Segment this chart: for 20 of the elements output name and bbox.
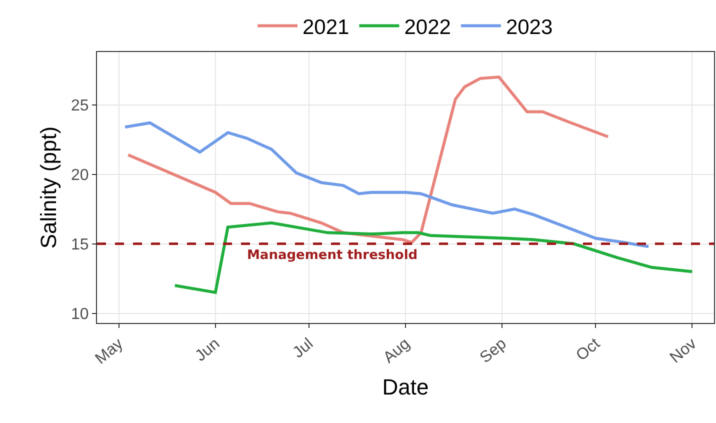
y-tick-label: 20	[71, 166, 89, 184]
legend-label: 2023	[506, 16, 553, 39]
x-tick-label: Nov	[667, 335, 700, 367]
x-tick-label: May	[92, 335, 127, 368]
x-tick-label: Jun	[192, 335, 224, 365]
legend-label: 2021	[302, 16, 350, 39]
y-tick-label: 25	[71, 97, 89, 114]
y-axis-title: Salinity (ppt)	[36, 126, 61, 249]
x-axis-title: Date	[382, 374, 429, 400]
legend-label: 2022	[404, 16, 451, 39]
x-tick-label: Aug	[380, 335, 414, 367]
ref-line-label: Management threshold	[247, 248, 418, 263]
line-series	[126, 76, 610, 244]
y-tick-label: 15	[71, 236, 89, 254]
line-series	[173, 221, 694, 294]
x-tick-label: Sep	[477, 335, 510, 367]
x-tick-label: Oct	[573, 335, 604, 364]
line-series	[124, 121, 650, 248]
y-tick-label: 10	[71, 306, 89, 323]
x-tick-label: Jul	[290, 335, 317, 362]
